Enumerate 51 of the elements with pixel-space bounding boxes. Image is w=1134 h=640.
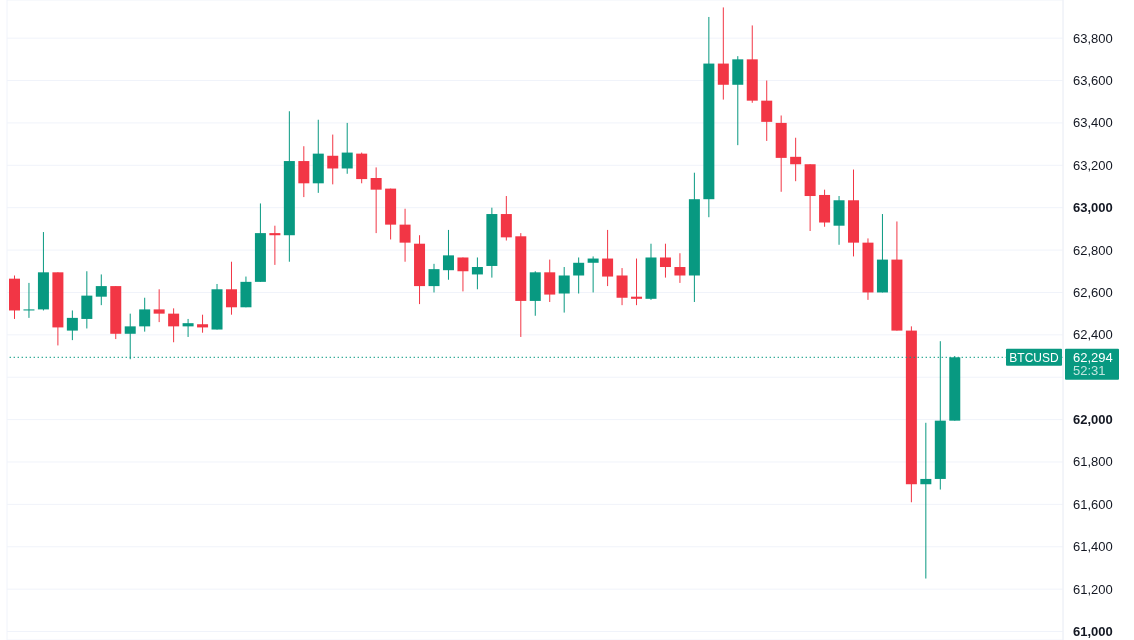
y-tick-label: 63,600 <box>1073 73 1113 89</box>
y-tick-label: 63,400 <box>1073 115 1113 131</box>
candlestick <box>81 270 93 329</box>
candlestick <box>95 273 107 306</box>
candlestick <box>790 137 802 182</box>
candlestick <box>269 225 281 266</box>
candlestick <box>442 229 454 281</box>
y-tick-label: 61,600 <box>1073 496 1113 512</box>
y-tick-label: 62,400 <box>1073 327 1113 343</box>
candlestick <box>153 288 165 323</box>
candlestick <box>471 256 483 290</box>
candlestick <box>761 80 773 142</box>
candlestick <box>457 256 469 292</box>
candlestick <box>327 134 339 185</box>
y-tick-label: 63,800 <box>1073 30 1113 46</box>
candlestick <box>370 166 382 234</box>
candlestick <box>558 266 570 314</box>
candlestick <box>544 259 556 303</box>
candlestick <box>225 261 237 316</box>
candlestick <box>197 314 209 334</box>
candlestick <box>573 256 585 295</box>
candlestick <box>500 195 512 242</box>
y-tick-label: 62,800 <box>1073 242 1113 258</box>
candlestick <box>717 6 729 101</box>
text: 52:31 <box>1073 362 1106 378</box>
candlestick <box>298 145 310 198</box>
candlestick <box>182 318 194 338</box>
candlestick <box>674 252 686 284</box>
candlestick <box>168 307 180 343</box>
y-tick-label: 61,800 <box>1073 454 1113 470</box>
candlestick <box>139 297 151 333</box>
candlestick <box>659 243 671 279</box>
y-tick-label: 62,000 <box>1073 412 1113 428</box>
y-tick-label: 61,000 <box>1073 624 1113 640</box>
candlestick <box>587 255 599 293</box>
candlestick <box>602 229 614 287</box>
candlestick <box>399 208 411 263</box>
candlestick <box>428 263 440 293</box>
y-tick-label: 63,000 <box>1073 200 1113 216</box>
text: 62,294 <box>1073 349 1113 365</box>
y-tick-label: 61,200 <box>1073 581 1113 597</box>
candlestick <box>616 267 628 306</box>
candlestick <box>631 258 643 306</box>
candlestick <box>920 422 932 580</box>
ref-line-label: BTCUSD <box>1009 350 1059 365</box>
y-tick-label: 63,200 <box>1073 157 1113 173</box>
candlestick <box>341 122 353 175</box>
candlestick <box>23 282 35 319</box>
y-tick-label: 61,400 <box>1073 539 1113 555</box>
candlestick <box>66 309 78 341</box>
y-tick-label: 62,600 <box>1073 284 1113 300</box>
